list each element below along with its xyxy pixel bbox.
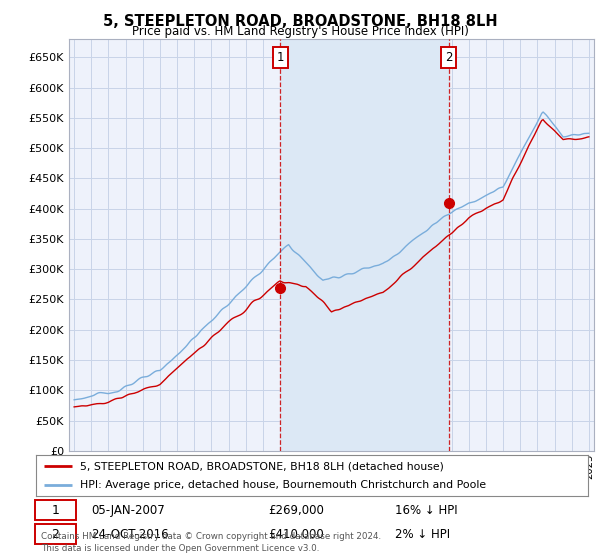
Text: 2: 2: [52, 528, 59, 540]
Text: Contains HM Land Registry data © Crown copyright and database right 2024.
This d: Contains HM Land Registry data © Crown c…: [41, 533, 381, 553]
Text: 24-OCT-2016: 24-OCT-2016: [91, 528, 169, 540]
Text: 05-JAN-2007: 05-JAN-2007: [91, 504, 165, 517]
Bar: [280, 39, 449, 451]
Text: 16% ↓ HPI: 16% ↓ HPI: [395, 504, 457, 517]
Text: 1: 1: [52, 504, 59, 517]
Text: Price paid vs. HM Land Registry's House Price Index (HPI): Price paid vs. HM Land Registry's House …: [131, 25, 469, 38]
Text: 2: 2: [445, 51, 452, 64]
Text: 1: 1: [277, 51, 284, 64]
Text: 5, STEEPLETON ROAD, BROADSTONE, BH18 8LH (detached house): 5, STEEPLETON ROAD, BROADSTONE, BH18 8LH…: [80, 461, 444, 471]
Text: HPI: Average price, detached house, Bournemouth Christchurch and Poole: HPI: Average price, detached house, Bour…: [80, 480, 486, 489]
Text: £269,000: £269,000: [268, 504, 324, 517]
Text: 2% ↓ HPI: 2% ↓ HPI: [395, 528, 450, 540]
FancyBboxPatch shape: [35, 500, 76, 520]
Text: 5, STEEPLETON ROAD, BROADSTONE, BH18 8LH: 5, STEEPLETON ROAD, BROADSTONE, BH18 8LH: [103, 14, 497, 29]
FancyBboxPatch shape: [35, 524, 76, 544]
Text: £410,000: £410,000: [268, 528, 323, 540]
